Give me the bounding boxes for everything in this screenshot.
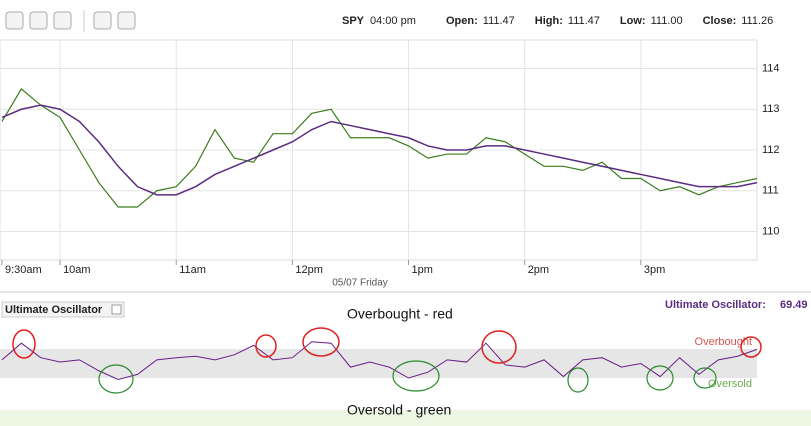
readout-value: 69.49	[780, 299, 808, 311]
price-chart: 110 111 112 113 114 9:30am 10am 11am 12pm 1pm 2pm 3…	[0, 40, 780, 289]
x-tick-label: 10am	[63, 264, 91, 276]
quote: Open: 111.47 High: 111.47 Low: 111.00 Close: 11…	[446, 15, 773, 27]
quote-label: Low:	[620, 15, 646, 27]
quote-label: High:	[535, 15, 563, 27]
x-tick-label: 12pm	[295, 264, 323, 276]
x-tick-label: 11am	[179, 264, 206, 276]
level-band	[0, 349, 757, 378]
oversold-circles	[98, 360, 717, 394]
quote-label: Open:	[446, 15, 478, 27]
zoom-button[interactable]	[5, 11, 24, 30]
panel-tab	[1, 301, 125, 318]
chart-button[interactable]	[93, 11, 112, 30]
quote-value: 111.00	[651, 15, 683, 27]
x-tick-label: 2pm	[528, 264, 549, 276]
symbol: SPY	[342, 15, 365, 27]
y-tick-label: 110	[762, 225, 780, 237]
print-button[interactable]	[117, 11, 136, 30]
oscillator-line	[1, 341, 758, 380]
quote-value: 111.26	[741, 15, 773, 27]
oscillator-chart: Overbought Oversold	[0, 336, 758, 390]
draw-button[interactable]	[29, 11, 48, 30]
time: 04:00 pm	[370, 15, 416, 27]
x-tick-label: 1pm	[412, 264, 433, 276]
table-button[interactable]	[53, 11, 72, 30]
footer-strip	[0, 410, 811, 426]
y-tick-label: 112	[762, 144, 780, 156]
price-line	[1, 104, 758, 196]
readout-label: Ultimate Oscillator:	[665, 299, 766, 311]
price-line	[1, 87, 758, 208]
y-tick-label: 111	[762, 185, 779, 197]
annotation: Overbought - red	[347, 306, 453, 322]
quote-label: Close:	[703, 15, 737, 27]
quote-value: 111.47	[568, 15, 600, 27]
x-tick-label: 9:30am	[5, 264, 42, 276]
x-axis-label: 05/07 Friday	[332, 278, 388, 289]
panel-title: Ultimate Oscillator	[5, 304, 103, 316]
level-label: Overbought	[695, 336, 752, 348]
level-label: Oversold	[708, 378, 752, 390]
overbought-circles	[12, 327, 762, 364]
toolbar	[5, 11, 136, 30]
close-panel[interactable]	[111, 304, 122, 315]
x-tick-label: 3pm	[644, 264, 665, 276]
annotation: Oversold - green	[347, 402, 451, 418]
y-tick-label: 114	[762, 62, 780, 74]
y-tick-label: 113	[762, 103, 780, 115]
quote-value: 111.47	[483, 15, 515, 27]
